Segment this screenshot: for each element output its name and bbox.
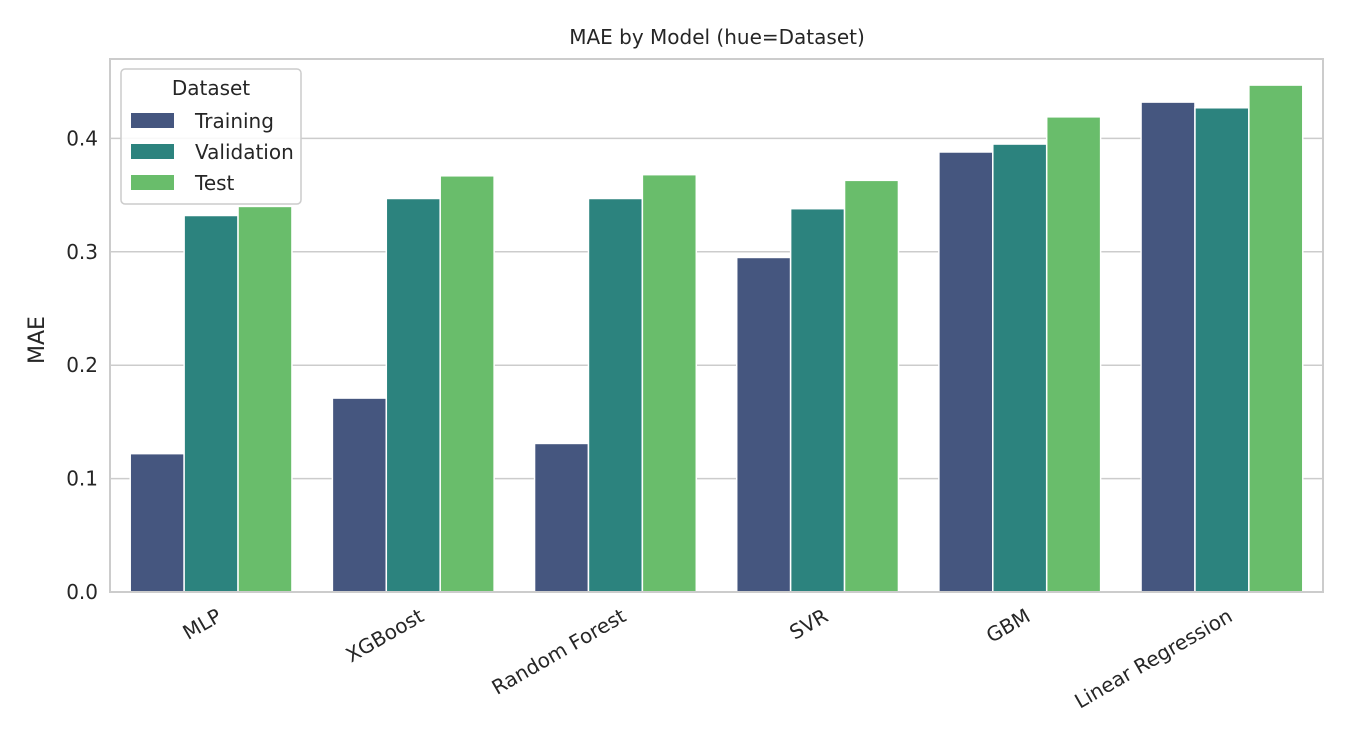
y-tick-label: 0.0 — [66, 580, 98, 604]
legend-swatch-test — [131, 175, 174, 190]
bar-test-0 — [237, 205, 293, 593]
bar-training-5 — [1140, 101, 1196, 593]
y-tick-label: 0.4 — [66, 126, 98, 150]
y-tick-label: 0.3 — [66, 240, 98, 264]
x-tick-label: GBM — [982, 604, 1034, 648]
legend-label-validation: Validation — [195, 140, 294, 164]
y-tick-labels: 0.0 0.1 0.2 0.3 0.4 — [66, 126, 98, 604]
x-tick-label: MLP — [179, 604, 226, 645]
legend-items: Training Validation Test — [131, 109, 294, 195]
legend-label-training: Training — [194, 109, 274, 133]
x-tick-label: XGBoost — [342, 603, 428, 667]
bar-training-4 — [938, 151, 994, 593]
bars-layer — [129, 84, 1304, 593]
bar-test-4 — [1045, 116, 1102, 593]
bar-test-2 — [641, 173, 698, 593]
bar-training-1 — [331, 397, 388, 593]
bar-training-2 — [533, 442, 590, 593]
bar-training-3 — [735, 256, 792, 593]
legend-swatch-training — [131, 113, 174, 128]
bar-validation-3 — [789, 207, 846, 593]
y-tick-label: 0.2 — [66, 353, 98, 377]
bar-test-3 — [843, 179, 900, 593]
x-tick-label: SVR — [785, 603, 832, 644]
bar-training-0 — [129, 452, 185, 593]
legend-title: Dataset — [172, 76, 250, 100]
bar-validation-4 — [992, 143, 1048, 593]
y-axis-label: MAE — [25, 316, 50, 364]
bar-validation-0 — [183, 214, 239, 593]
y-tick-label: 0.1 — [66, 467, 98, 491]
legend: Dataset Training Validation Test — [120, 68, 302, 205]
bar-validation-1 — [385, 197, 441, 593]
x-tick-label: Random Forest — [488, 603, 631, 699]
bar-test-1 — [439, 175, 495, 593]
chart-title: MAE by Model (hue=Dataset) — [569, 25, 865, 49]
bar-validation-5 — [1194, 107, 1250, 593]
plot-frame — [109, 58, 1324, 593]
bar-test-5 — [1248, 84, 1304, 593]
bar-validation-2 — [587, 197, 644, 593]
legend-box — [120, 68, 302, 205]
x-tick-label: Linear Regression — [1070, 604, 1236, 714]
legend-label-test: Test — [194, 171, 235, 195]
grid-layer — [110, 137, 1323, 480]
x-tick-labels: MLP XGBoost Random Forest SVR GBM Linear Regr… — [179, 603, 1237, 713]
legend-swatch-validation — [131, 144, 174, 159]
